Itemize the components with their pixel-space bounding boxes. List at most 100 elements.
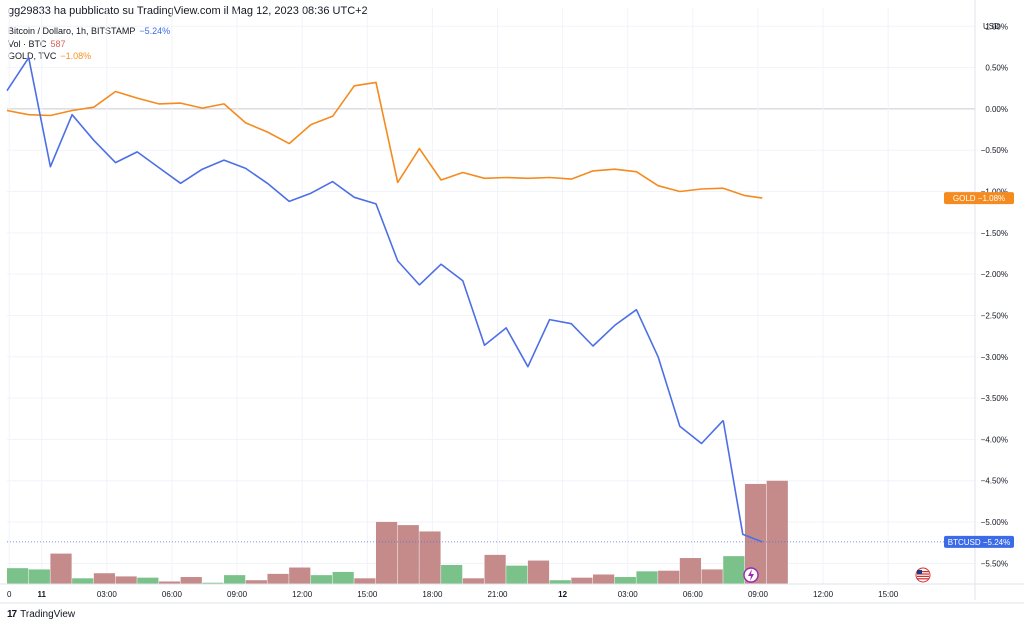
legend-row-gold[interactable]: GOLD, TVC −1.08% xyxy=(8,50,170,63)
legend-label-gold: GOLD, TVC xyxy=(8,51,57,61)
volume-bar xyxy=(7,568,29,584)
y-tick-label: −4.50% xyxy=(981,477,1008,486)
legend-row-volume[interactable]: Vol · BTC 587 xyxy=(8,38,170,51)
x-tick-label: 15:00 xyxy=(878,590,899,599)
x-tick-label: 06:00 xyxy=(162,590,183,599)
price-tags: GOLD −1.08% BTCUSD −5.24% xyxy=(944,192,1014,548)
us-flag-icon xyxy=(915,567,931,583)
volume-bar xyxy=(180,577,202,584)
price-tag-text: GOLD −1.08% xyxy=(953,194,1005,203)
volume-bar xyxy=(224,575,246,584)
flag-stripe xyxy=(917,575,929,577)
x-tick-label: 12:00 xyxy=(813,590,834,599)
y-tick-label: −2.50% xyxy=(981,311,1008,320)
volume-bar xyxy=(484,554,506,584)
price-axis: 1.00% 0.50% 0.00% −0.50% −1.00% −1.50% −2.00% −… xyxy=(974,0,1008,600)
tradingview-logo[interactable]: 17 TradingView xyxy=(7,609,75,620)
volume-bar xyxy=(332,571,354,584)
price-tag-gold: GOLD −1.08% xyxy=(944,192,1014,205)
legend-label-volume: Vol · BTC xyxy=(8,38,47,49)
volume-bar xyxy=(744,483,767,584)
lightning-icon-bolt xyxy=(748,569,754,581)
volume-bar xyxy=(397,525,419,584)
volume-bar xyxy=(462,578,484,584)
y-tick-label: 1.00% xyxy=(985,22,1008,31)
publish-caption: gg29833 ha pubblicato su TradingView.com… xyxy=(8,5,368,17)
volume-bar xyxy=(28,569,50,584)
btc-line xyxy=(6,56,724,445)
y-tick-label: −5.00% xyxy=(981,518,1008,527)
x-tick-label: 18:00 xyxy=(422,590,443,599)
volume-bar xyxy=(571,577,593,584)
x-tick-label: 15:00 xyxy=(357,590,378,599)
legend-value-btc: −5.24% xyxy=(139,26,171,36)
flag-stripe xyxy=(917,578,929,580)
volume-bar xyxy=(419,531,441,584)
volume-bar xyxy=(723,556,745,584)
volume-bar xyxy=(93,573,116,584)
flag-canton xyxy=(917,570,922,574)
volume-bar xyxy=(245,580,267,584)
x-tick-label: 03:00 xyxy=(97,590,118,599)
volume-bar xyxy=(506,565,528,584)
legend-row-btc[interactable]: Bitcoin / Dollaro, 1h, BITSTAMP −5.24% xyxy=(8,25,170,38)
y-tick-label: −2.00% xyxy=(981,270,1008,279)
y-tick-label: −3.50% xyxy=(981,394,1008,403)
x-tick-label: 11 xyxy=(37,590,46,599)
brand-name: TradingView xyxy=(20,609,76,620)
price-tag-bg xyxy=(944,192,1014,205)
volume-bar xyxy=(115,576,137,584)
currency-label: USD xyxy=(983,22,1000,31)
price-tag-bg xyxy=(944,535,1014,548)
lightning-icon xyxy=(743,567,759,583)
y-tick-label: −5.50% xyxy=(981,559,1008,568)
x-tick-label: 0 xyxy=(7,590,12,599)
y-tick-label: −1.00% xyxy=(981,188,1008,197)
volume-bar xyxy=(766,480,788,584)
volume-bar xyxy=(310,575,333,584)
x-tick-label: 06:00 xyxy=(683,590,704,599)
y-tick-label: −4.00% xyxy=(981,435,1008,444)
legend-value-gold: −1.08% xyxy=(60,51,92,61)
line-layer xyxy=(6,56,975,543)
volume-bar xyxy=(72,578,94,584)
time-axis: 0 11 03:00 06:00 09:00 12:00 15:00 18:00 21:00 12… xyxy=(0,583,1024,604)
volume-bar xyxy=(354,578,376,584)
btc-line-tail xyxy=(722,420,763,543)
volume-bar xyxy=(137,577,159,584)
y-tick-label: 0.00% xyxy=(985,105,1008,114)
y-tick-label: 0.50% xyxy=(985,64,1008,73)
gold-line xyxy=(6,81,763,199)
volume-bar xyxy=(50,553,72,584)
volume-bar xyxy=(679,558,702,584)
volume-bar xyxy=(614,577,636,584)
volume-bar xyxy=(658,570,680,584)
volume-layer xyxy=(7,480,788,584)
price-tag-text: BTCUSD −5.24% xyxy=(948,538,1010,547)
chart-legend: Bitcoin / Dollaro, 1h, BITSTAMP −5.24% Vo… xyxy=(8,25,170,63)
y-tick-label: −1.50% xyxy=(981,229,1008,238)
x-tick-label: 12:00 xyxy=(292,590,313,599)
legend-label-btc: Bitcoin / Dollaro, 1h, BITSTAMP xyxy=(8,26,136,36)
volume-bar xyxy=(202,582,224,584)
x-tick-label: 21:00 xyxy=(487,590,508,599)
volume-bar xyxy=(158,581,181,584)
x-tick-label: 12 xyxy=(558,590,567,599)
tv-logo-icon: 17 xyxy=(7,609,17,620)
volume-bar xyxy=(636,571,658,584)
grid-layer xyxy=(7,8,975,584)
volume-bar xyxy=(289,567,311,584)
volume-bar xyxy=(593,574,615,584)
x-tick-label: 03:00 xyxy=(618,590,639,599)
volume-bar xyxy=(441,565,463,584)
volume-bar xyxy=(549,580,571,584)
icon-layer xyxy=(743,567,931,583)
volume-bar xyxy=(375,521,398,584)
flag-stripe xyxy=(917,571,929,573)
price-tag-btcusd: BTCUSD −5.24% xyxy=(944,535,1014,548)
volume-bar xyxy=(701,569,723,584)
volume-bar xyxy=(267,573,289,584)
flag-stripe xyxy=(917,573,929,575)
volume-bar xyxy=(527,560,550,584)
